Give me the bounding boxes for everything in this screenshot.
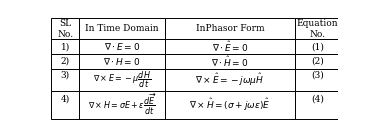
Bar [295, 18, 340, 39]
Bar [52, 39, 79, 54]
Text: InPhasor Form: InPhasor Form [196, 24, 264, 33]
Bar [79, 39, 165, 54]
Bar [79, 91, 165, 119]
Text: $\nabla \cdot H = 0$: $\nabla \cdot H = 0$ [103, 56, 141, 67]
Text: $\nabla \cdot E = 0$: $\nabla \cdot E = 0$ [104, 41, 140, 52]
Text: 2): 2) [61, 57, 70, 66]
Bar [295, 69, 340, 91]
Text: (3): (3) [311, 71, 324, 80]
Bar [52, 18, 79, 39]
Bar [295, 39, 340, 54]
Bar [79, 69, 165, 91]
Text: (1): (1) [311, 42, 324, 51]
Bar [52, 69, 79, 91]
Text: SL
No.: SL No. [57, 19, 73, 39]
Bar [165, 54, 295, 69]
Bar [52, 91, 79, 119]
Text: $\nabla \times E = -\mu\dfrac{dH}{dt}$: $\nabla \times E = -\mu\dfrac{dH}{dt}$ [93, 69, 151, 90]
Text: In Time Domain: In Time Domain [85, 24, 159, 33]
Bar [79, 54, 165, 69]
Bar [79, 18, 165, 39]
Text: (2): (2) [311, 57, 324, 66]
Text: $\nabla \times H = \sigma E + \varepsilon\dfrac{d\overrightarrow{E}}{dt}$: $\nabla \times H = \sigma E + \varepsilo… [88, 92, 156, 117]
Bar [295, 54, 340, 69]
Bar [165, 18, 295, 39]
Text: (4): (4) [311, 95, 324, 104]
Text: 4): 4) [61, 95, 70, 104]
Text: $\nabla \times \hat{E} = -j\omega\mu\hat{H}$: $\nabla \times \hat{E} = -j\omega\mu\hat… [195, 71, 264, 88]
Text: Equation
No.: Equation No. [296, 19, 338, 39]
Bar [52, 54, 79, 69]
Text: $\nabla \times \hat{H} = (\sigma + j\omega\varepsilon)\hat{E}$: $\nabla \times \hat{H} = (\sigma + j\ome… [189, 96, 270, 113]
Text: 1): 1) [61, 42, 70, 51]
Bar [295, 91, 340, 119]
Bar [165, 69, 295, 91]
Bar [165, 91, 295, 119]
Text: $\nabla \cdot \hat{H} = 0$: $\nabla \cdot \hat{H} = 0$ [211, 54, 249, 69]
Bar [165, 39, 295, 54]
Text: $\nabla \cdot \hat{E} = 0$: $\nabla \cdot \hat{E} = 0$ [212, 39, 248, 54]
Text: 3): 3) [61, 71, 70, 80]
